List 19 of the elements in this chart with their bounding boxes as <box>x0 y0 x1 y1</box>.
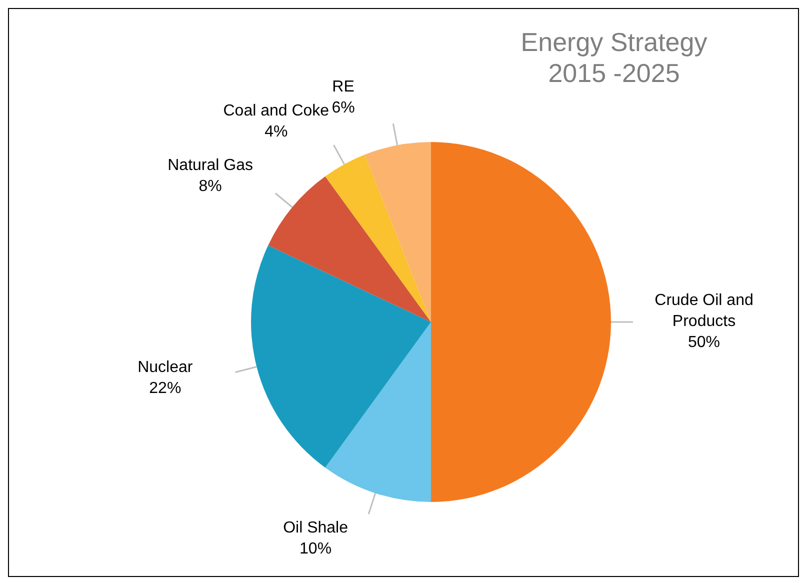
pie-slice <box>431 142 611 502</box>
chart-title: Energy Strategy 2015 -2025 <box>520 27 708 89</box>
pie-slice <box>325 154 431 322</box>
data-label: 6% <box>332 100 355 117</box>
data-label: 22% <box>149 380 182 398</box>
pie-slice <box>251 245 431 468</box>
data-label: 50% <box>688 334 720 352</box>
pie-slice <box>325 322 431 502</box>
data-label: 4% <box>264 124 288 141</box>
slice-label: Coal and Coke <box>223 102 330 120</box>
data-label: 8% <box>198 178 222 196</box>
pie-slice <box>364 142 431 322</box>
slice-label: Natural Gas <box>168 157 254 174</box>
pie-slice <box>268 176 431 322</box>
data-label: 10% <box>300 540 332 558</box>
slice-label: Oil Shale <box>283 520 348 537</box>
slice-label: RE <box>332 78 354 96</box>
slice-label: Crude Oil and Products <box>654 292 754 330</box>
slice-label: Nuclear <box>138 359 194 376</box>
